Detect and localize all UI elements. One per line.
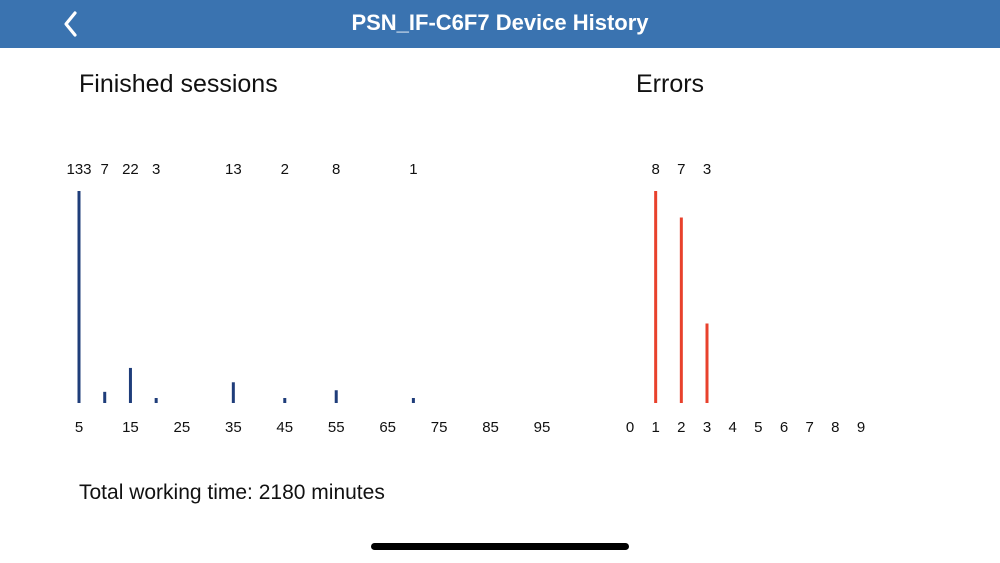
sessions-x-tick-label: 15 (122, 419, 139, 436)
errors-bar (679, 217, 683, 403)
sessions-x-tick-label: 45 (276, 419, 293, 436)
errors-x-tick-label: 9 (857, 419, 865, 436)
sessions-bar-value-label: 1 (409, 161, 417, 178)
errors-bar (705, 323, 709, 403)
sessions-bar (411, 398, 415, 403)
sessions-bar-value-label: 22 (122, 161, 139, 178)
chevron-left-icon (64, 11, 77, 37)
sessions-bar (231, 382, 235, 403)
errors-bar-value-label: 8 (651, 161, 659, 178)
sessions-chart-title: Finished sessions (79, 70, 278, 98)
errors-x-tick-label: 2 (677, 419, 685, 436)
sessions-bar-value-label: 8 (332, 161, 340, 178)
sessions-bar (103, 391, 107, 403)
sessions-x-tick-label: 55 (328, 419, 345, 436)
errors-bar (654, 191, 658, 403)
errors-chart: 8 7 30 1 2 3 4 5 6 7 8 9 (626, 161, 865, 436)
finished-sessions-chart: 133 7 22 3 13 2 8 15 15 25 35 45 55 65 75 85 95 (66, 161, 551, 436)
errors-x-tick-label: 8 (831, 419, 839, 436)
sessions-x-tick-label: 5 (75, 419, 83, 436)
sessions-bar (334, 390, 338, 403)
errors-x-tick-label: 7 (805, 419, 813, 436)
sessions-bar (77, 191, 81, 403)
errors-chart-title: Errors (636, 70, 705, 98)
sessions-x-tick-label: 25 (174, 419, 191, 436)
errors-x-tick-label: 6 (780, 419, 788, 436)
sessions-x-tick-label: 75 (431, 419, 448, 436)
sessions-bar-value-label: 7 (101, 161, 109, 178)
errors-x-tick-label: 1 (651, 419, 659, 436)
errors-x-tick-label: 3 (703, 419, 711, 436)
sessions-bar-value-label: 3 (152, 161, 160, 178)
sessions-x-tick-label: 95 (534, 419, 551, 436)
sessions-x-tick-label: 65 (379, 419, 396, 436)
sessions-bar-value-label: 2 (281, 161, 289, 178)
total-working-time: Total working time: 2180 minutes (79, 481, 385, 504)
errors-bar-value-label: 3 (703, 161, 711, 178)
sessions-x-tick-label: 35 (225, 419, 242, 436)
back-button[interactable] (56, 6, 90, 42)
sessions-bar-value-label: 133 (66, 161, 91, 178)
errors-bar-value-label: 7 (677, 161, 685, 178)
errors-x-tick-label: 0 (626, 419, 634, 436)
sessions-bar (283, 398, 287, 403)
sessions-bar (154, 398, 158, 403)
sessions-x-tick-label: 85 (482, 419, 499, 436)
sessions-bar (128, 367, 132, 403)
home-indicator (371, 543, 629, 550)
errors-x-tick-label: 4 (728, 419, 736, 436)
errors-x-tick-label: 5 (754, 419, 762, 436)
sessions-bar-value-label: 13 (225, 161, 242, 178)
